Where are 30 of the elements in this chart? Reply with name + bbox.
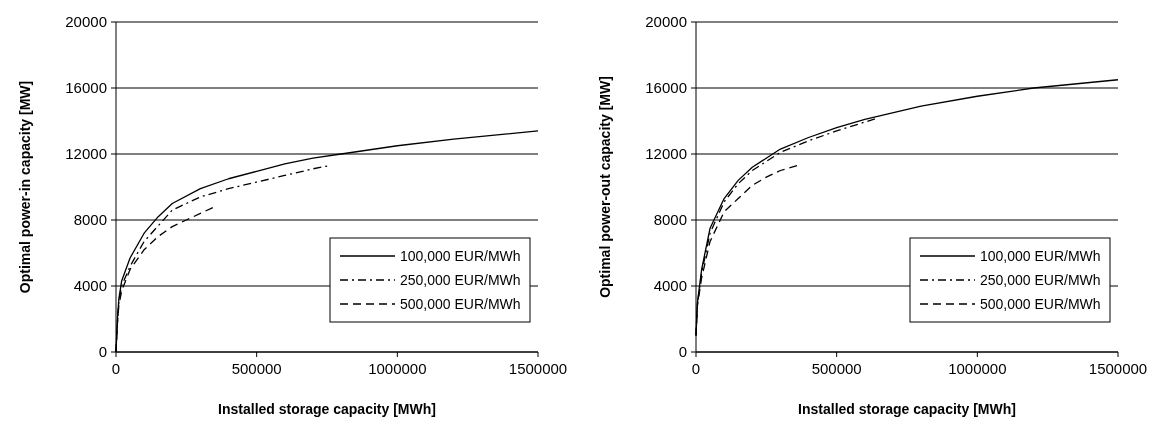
y-tick-label: 12000 [65,145,107,163]
y-axis-title: Optimal power-in capacity [MW] [17,80,33,294]
x-tick-label: 0 [111,360,121,377]
legend-label: 500,000 EUR/MWh [980,295,1101,312]
y-tick-label: 20000 [65,13,107,31]
y-tick-label: 8000 [653,211,687,229]
x-tick-label: 1500000 [508,360,568,377]
x-axis-title: Installed storage capacity [MWh] [218,401,436,417]
x-tick-label: 1500000 [1088,360,1148,377]
x-tick-label: 500000 [231,360,282,377]
y-tick-label: 8000 [73,211,107,229]
x-axis-title: Installed storage capacity [MWh] [798,401,1016,417]
x-tick-label: 0 [691,360,701,377]
y-axis-title: Optimal power-out capacity [MW] [597,76,613,298]
y-tick-label: 16000 [645,79,687,97]
y-tick-label: 4000 [73,277,107,295]
x-tick-label: 1000000 [948,360,1007,377]
y-tick-label: 12000 [645,145,687,163]
legend-label: 250,000 EUR/MWh [400,271,521,288]
y-tick-label: 4000 [653,277,687,295]
legend-label: 500,000 EUR/MWh [400,295,521,312]
y-tick-label: 16000 [65,79,107,97]
y-tick-label: 0 [98,343,107,361]
y-tick-label: 20000 [645,13,687,31]
y-tick-label: 0 [678,343,687,361]
x-tick-label: 1000000 [368,360,427,377]
x-tick-label: 500000 [811,360,862,377]
legend-label: 100,000 EUR/MWh [400,247,521,264]
legend-label: 250,000 EUR/MWh [980,271,1101,288]
legend-label: 100,000 EUR/MWh [980,247,1101,264]
